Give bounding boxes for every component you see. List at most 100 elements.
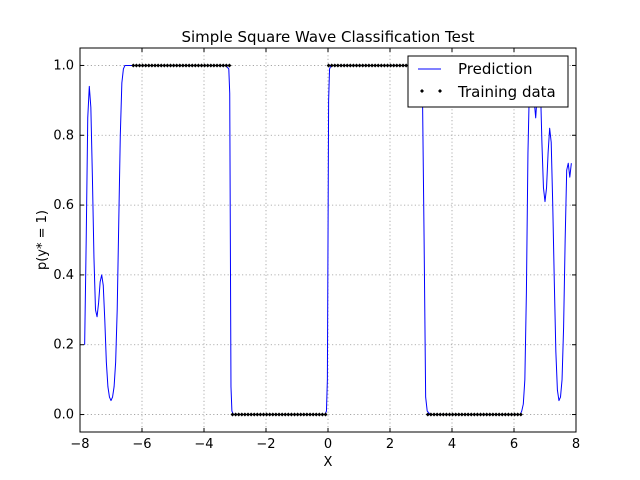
training-point: [277, 412, 282, 417]
training-point: [174, 63, 179, 68]
training-point: [261, 412, 266, 417]
training-point: [373, 63, 378, 68]
training-point: [146, 63, 151, 68]
training-point: [509, 412, 514, 417]
training-point: [370, 63, 375, 68]
training-point: [360, 63, 365, 68]
legend-box: [407, 55, 569, 108]
legend: Prediction Training data: [407, 55, 569, 108]
training-point: [308, 412, 313, 417]
ticks: −8 −6 −4 −2 0 2 4 6 8 0.0 0.2 0.4 0.6 0.8 1.0: [53, 48, 580, 452]
training-point: [143, 63, 148, 68]
legend-training-label: Training data: [457, 83, 556, 101]
training-point: [233, 412, 238, 417]
training-point: [366, 63, 371, 68]
training-point: [494, 412, 499, 417]
training-point: [131, 63, 136, 68]
training-point: [190, 63, 195, 68]
training-point: [153, 63, 158, 68]
training-point: [255, 412, 260, 417]
training-point: [444, 412, 449, 417]
training-point: [518, 412, 523, 417]
training-point: [177, 63, 182, 68]
training-point: [211, 63, 216, 68]
x-tick-label: −8: [70, 437, 89, 452]
training-point: [450, 412, 455, 417]
training-point: [425, 412, 430, 417]
training-point: [159, 63, 164, 68]
training-point: [208, 63, 213, 68]
training-point: [187, 63, 192, 68]
y-tick-label: 0.0: [53, 408, 74, 423]
training-point: [441, 412, 446, 417]
training-point: [466, 412, 471, 417]
training-point: [394, 63, 399, 68]
training-point: [156, 63, 161, 68]
training-point: [311, 412, 316, 417]
training-point: [249, 412, 254, 417]
training-point: [463, 412, 468, 417]
x-tick-label: 4: [448, 437, 456, 452]
training-point: [469, 412, 474, 417]
training-point: [500, 412, 505, 417]
training-point: [230, 412, 235, 417]
training-point: [456, 412, 461, 417]
training-point: [497, 412, 502, 417]
training-point: [438, 412, 443, 417]
training-point: [270, 412, 275, 417]
training-point: [171, 63, 176, 68]
training-point: [487, 412, 492, 417]
training-point: [376, 63, 381, 68]
chart-title: Simple Square Wave Classification Test: [181, 28, 474, 46]
y-axis-label: p(y* = 1): [35, 210, 50, 270]
training-point: [484, 412, 489, 417]
training-point: [401, 63, 406, 68]
training-point: [283, 412, 288, 417]
training-point: [298, 412, 303, 417]
training-point: [332, 63, 337, 68]
training-point: [221, 63, 226, 68]
training-point: [258, 412, 263, 417]
training-point: [267, 412, 272, 417]
training-point: [435, 412, 440, 417]
training-point: [323, 412, 328, 417]
training-point: [397, 63, 402, 68]
training-point: [168, 63, 173, 68]
training-point: [385, 63, 390, 68]
training-point: [137, 63, 142, 68]
training-point: [193, 63, 198, 68]
training-point: [289, 412, 294, 417]
training-point: [478, 412, 483, 417]
y-tick-label: 0.2: [53, 338, 74, 353]
x-tick-label: −2: [256, 437, 275, 452]
x-tick-label: 2: [386, 437, 394, 452]
training-point: [472, 412, 477, 417]
training-point: [236, 412, 241, 417]
training-point: [264, 412, 269, 417]
x-tick-label: −6: [132, 437, 151, 452]
training-point: [388, 63, 393, 68]
training-point: [184, 63, 189, 68]
training-point: [218, 63, 223, 68]
training-point: [379, 63, 384, 68]
y-tick-label: 0.8: [53, 128, 74, 143]
training-point: [459, 412, 464, 417]
legend-training-swatch: [420, 89, 442, 93]
y-tick-label: 0.4: [53, 268, 74, 283]
training-point: [428, 412, 433, 417]
training-point: [199, 63, 204, 68]
training-point: [481, 412, 486, 417]
plot-area: [84, 63, 572, 417]
training-point: [345, 63, 350, 68]
x-tick-label: −4: [194, 437, 213, 452]
y-tick-label: 1.0: [53, 58, 74, 73]
training-point: [134, 63, 139, 68]
training-point: [490, 412, 495, 417]
prediction-line: [84, 64, 572, 416]
training-point: [304, 412, 309, 417]
training-point: [348, 63, 353, 68]
training-point: [317, 412, 322, 417]
training-point: [503, 412, 508, 417]
training-point: [326, 63, 331, 68]
training-point: [165, 63, 170, 68]
